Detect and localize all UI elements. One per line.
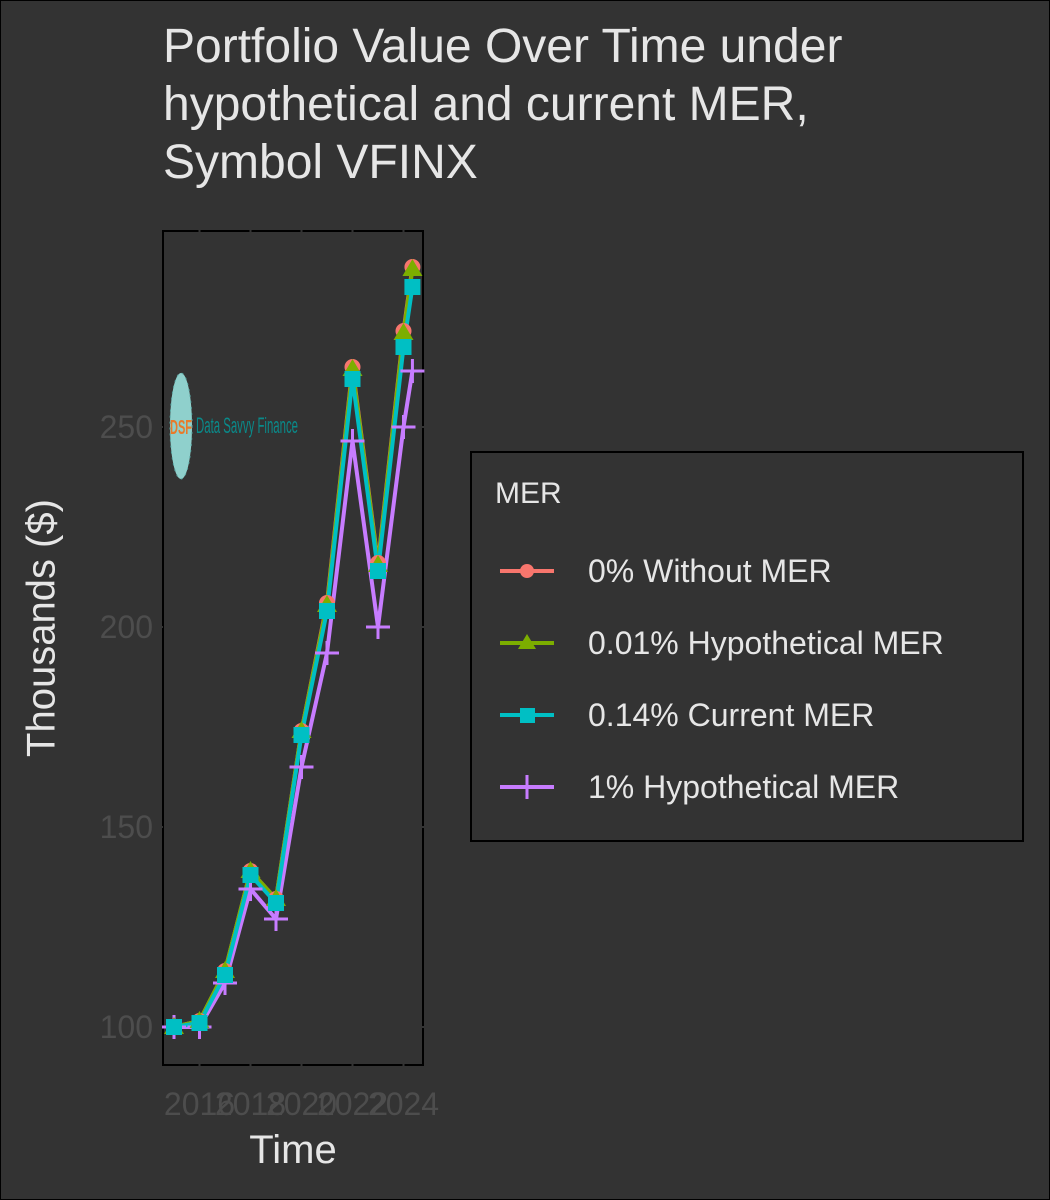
x-axis-title: Time: [249, 1128, 337, 1172]
cross-marker-icon: [500, 775, 554, 799]
y-tick-label: 100: [100, 1009, 153, 1045]
x-tick-label: 2022: [317, 1086, 388, 1122]
legend-label: 0% Without MER: [588, 553, 832, 589]
x-tick-label: 2016: [164, 1086, 235, 1122]
legend-title: MER: [495, 477, 562, 510]
legend-label: 0.01% Hypothetical MER: [588, 625, 944, 661]
panel-border: [162, 230, 424, 1066]
square-marker: [344, 371, 361, 387]
legend-label: 1% Hypothetical MER: [588, 769, 900, 805]
title-line-2: hypothetical and current MER,: [163, 78, 809, 131]
square-marker: [319, 603, 335, 619]
triangle-marker-icon: [500, 634, 554, 649]
legend-label: 0.14% Current MER: [588, 697, 875, 733]
square-marker: [191, 1015, 208, 1031]
legend-item-1pct: 1% Hypothetical MER: [498, 767, 1018, 807]
x-tick-label: 2018: [215, 1086, 286, 1122]
logo-initials: DSF: [170, 417, 192, 439]
x-tick-label: 2024: [368, 1086, 439, 1122]
square-marker: [395, 339, 412, 355]
legend-item-001pct: 0.01% Hypothetical MER: [498, 623, 1018, 663]
legend-item-0pct: 0% Without MER: [498, 551, 1018, 591]
square-marker: [242, 867, 259, 883]
legend: MER 0% Without MER 0.01% Hypothetical ME…: [470, 451, 1024, 842]
y-tick-label: 200: [100, 609, 153, 645]
series-line: [173, 286, 415, 1029]
square-marker-icon: [500, 708, 554, 723]
triangle-marker: [402, 259, 423, 276]
logo-icon: [169, 372, 193, 480]
square-marker: [217, 967, 233, 983]
series-line: [173, 268, 415, 1029]
circle-marker-icon: [500, 564, 554, 578]
title-line-1: Portfolio Value Over Time under: [163, 20, 843, 73]
chart-title: Portfolio Value Over Time under hypothet…: [163, 18, 1043, 192]
y-tick-label: 250: [100, 409, 153, 445]
series-line: [173, 266, 415, 1029]
legend-item-014pct: 0.14% Current MER: [498, 695, 1018, 735]
square-marker: [370, 563, 386, 579]
square-marker: [293, 727, 310, 743]
square-marker: [404, 279, 421, 295]
watermark-text: Data Savvy Finance: [196, 413, 298, 438]
square-marker: [166, 1019, 182, 1035]
square-marker: [268, 895, 284, 911]
triangle-marker: [393, 323, 414, 340]
x-tick-label: 2020: [266, 1086, 337, 1122]
series-line: [174, 370, 415, 1029]
title-line-3: Symbol VFINX: [163, 136, 478, 189]
y-tick-label: 150: [100, 809, 153, 845]
